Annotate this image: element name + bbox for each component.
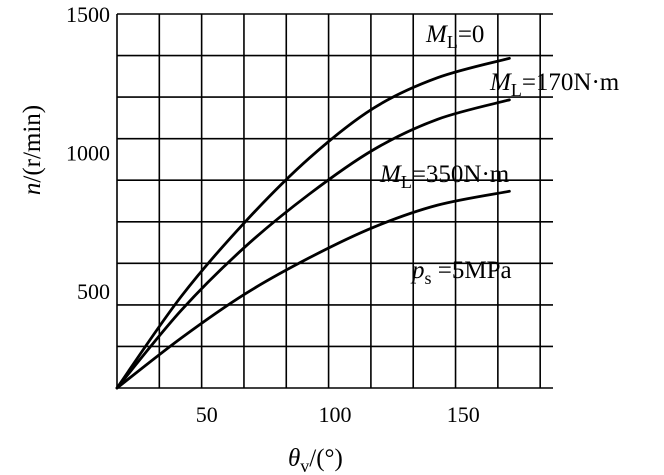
y-tick-labels: 500 1000 1500	[66, 2, 110, 304]
y-axis-label: n/(r/min)	[19, 105, 46, 195]
series-line-1	[115, 98, 511, 390]
y-tick-500: 500	[77, 279, 110, 304]
grid	[116, 13, 553, 389]
x-tick-labels: 50 100 150	[196, 402, 480, 427]
series-label-ml-0: ML=0	[425, 21, 484, 52]
series-line-0	[115, 56, 511, 390]
y-tick-1000: 1000	[66, 141, 110, 166]
y-axis-unit: /(r/min)	[19, 105, 46, 183]
series-label-ml-170: ML=170N·m	[489, 69, 620, 100]
y-axis-symbol: n	[19, 183, 46, 196]
x-axis-label: θv/(°)	[288, 445, 343, 475]
x-axis-unit: /(°)	[309, 445, 343, 472]
series-line-2	[115, 189, 511, 390]
x-tick-150: 150	[447, 402, 480, 427]
curves	[115, 56, 511, 390]
series-label-ml-350: ML=350N·m	[379, 161, 510, 192]
y-tick-1500: 1500	[66, 2, 110, 27]
x-tick-50: 50	[196, 402, 218, 427]
x-tick-100: 100	[319, 402, 352, 427]
x-axis-symbol: θ	[288, 445, 300, 472]
x-axis-subscript: v	[300, 456, 309, 475]
pressure-annotation: ps =5MPa	[410, 257, 512, 288]
